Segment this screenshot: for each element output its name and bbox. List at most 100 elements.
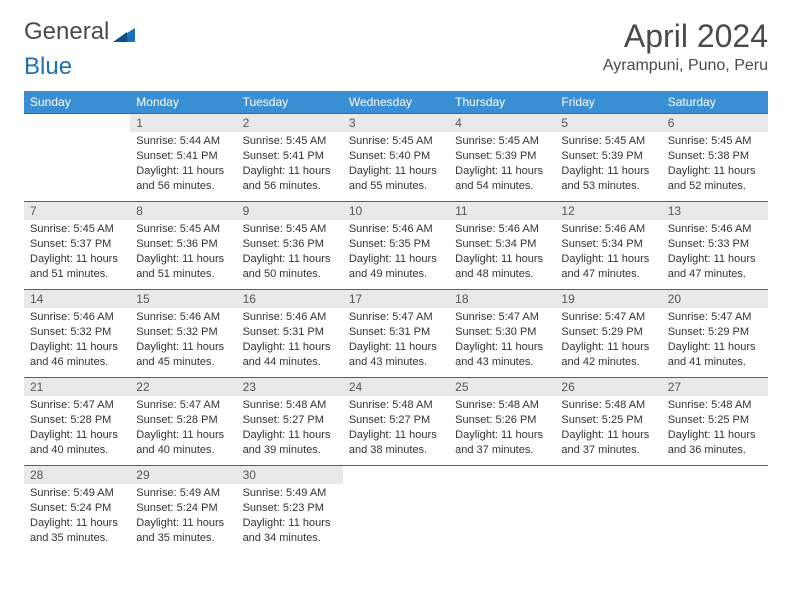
daylight-line: Daylight: 11 hours and 44 minutes.	[243, 340, 337, 370]
day-number: 22	[130, 378, 236, 396]
day-details: Sunrise: 5:47 AMSunset: 5:28 PMDaylight:…	[130, 396, 236, 463]
sunset-line: Sunset: 5:36 PM	[243, 237, 337, 252]
sunrise-line: Sunrise: 5:47 AM	[136, 398, 230, 413]
calendar-cell: 0...	[449, 465, 555, 553]
sunset-line: Sunset: 5:28 PM	[30, 413, 124, 428]
daylight-line: Daylight: 11 hours and 43 minutes.	[455, 340, 549, 370]
day-details: Sunrise: 5:47 AMSunset: 5:29 PMDaylight:…	[555, 308, 661, 375]
day-number: 8	[130, 202, 236, 220]
day-details: Sunrise: 5:45 AMSunset: 5:41 PMDaylight:…	[237, 132, 343, 199]
sunrise-line: Sunrise: 5:45 AM	[349, 134, 443, 149]
calendar-cell: 10Sunrise: 5:46 AMSunset: 5:35 PMDayligh…	[343, 201, 449, 289]
dow-header: Friday	[555, 91, 661, 113]
logo-sail-icon	[111, 23, 137, 41]
daylight-line: Daylight: 11 hours and 42 minutes.	[561, 340, 655, 370]
sunset-line: Sunset: 5:31 PM	[243, 325, 337, 340]
day-details: Sunrise: 5:45 AMSunset: 5:36 PMDaylight:…	[130, 220, 236, 287]
daylight-line: Daylight: 11 hours and 51 minutes.	[136, 252, 230, 282]
logo: General	[24, 18, 137, 46]
calendar-cell: 3Sunrise: 5:45 AMSunset: 5:40 PMDaylight…	[343, 113, 449, 201]
day-number: 29	[130, 466, 236, 484]
sunrise-line: Sunrise: 5:45 AM	[243, 222, 337, 237]
day-number: 10	[343, 202, 449, 220]
sunset-line: Sunset: 5:38 PM	[668, 149, 762, 164]
sunrise-line: Sunrise: 5:45 AM	[30, 222, 124, 237]
sunset-line: Sunset: 5:40 PM	[349, 149, 443, 164]
day-number: 21	[24, 378, 130, 396]
sunset-line: Sunset: 5:27 PM	[243, 413, 337, 428]
sunset-line: Sunset: 5:29 PM	[668, 325, 762, 340]
day-number: 23	[237, 378, 343, 396]
logo-text-general: General	[24, 18, 109, 46]
day-number: 3	[343, 114, 449, 132]
dow-header: Wednesday	[343, 91, 449, 113]
calendar-cell: 13Sunrise: 5:46 AMSunset: 5:33 PMDayligh…	[662, 201, 768, 289]
day-details: Sunrise: 5:46 AMSunset: 5:34 PMDaylight:…	[555, 220, 661, 287]
day-details: Sunrise: 5:46 AMSunset: 5:31 PMDaylight:…	[237, 308, 343, 375]
day-details: Sunrise: 5:46 AMSunset: 5:34 PMDaylight:…	[449, 220, 555, 287]
day-number: 6	[662, 114, 768, 132]
sunrise-line: Sunrise: 5:48 AM	[455, 398, 549, 413]
daylight-line: Daylight: 11 hours and 51 minutes.	[30, 252, 124, 282]
sunrise-line: Sunrise: 5:48 AM	[349, 398, 443, 413]
day-details: Sunrise: 5:47 AMSunset: 5:28 PMDaylight:…	[24, 396, 130, 463]
sunset-line: Sunset: 5:36 PM	[136, 237, 230, 252]
daylight-line: Daylight: 11 hours and 40 minutes.	[30, 428, 124, 458]
day-details: Sunrise: 5:45 AMSunset: 5:37 PMDaylight:…	[24, 220, 130, 287]
calendar-cell: 18 Sunrise: 5:47 AMSunset: 5:30 PMDayligh…	[449, 289, 555, 377]
calendar-cell: 29Sunrise: 5:49 AMSunset: 5:24 PMDayligh…	[130, 465, 236, 553]
day-details: Sunrise: 5:49 AMSunset: 5:23 PMDaylight:…	[237, 484, 343, 551]
daylight-line: Daylight: 11 hours and 35 minutes.	[136, 516, 230, 546]
sunset-line: Sunset: 5:28 PM	[136, 413, 230, 428]
calendar-cell: 26Sunrise: 5:48 AMSunset: 5:25 PMDayligh…	[555, 377, 661, 465]
daylight-line: Daylight: 11 hours and 38 minutes.	[349, 428, 443, 458]
sunset-line: Sunset: 5:25 PM	[668, 413, 762, 428]
day-details: Sunrise: 5:47 AMSunset: 5:29 PMDaylight:…	[662, 308, 768, 375]
sunrise-line: Sunrise: 5:49 AM	[243, 486, 337, 501]
daylight-line: Daylight: 11 hours and 47 minutes.	[668, 252, 762, 282]
logo-text-blue: Blue	[24, 53, 768, 81]
sunrise-line: Sunrise: 5:46 AM	[136, 310, 230, 325]
daylight-line: Daylight: 11 hours and 50 minutes.	[243, 252, 337, 282]
day-details: Sunrise: 5:44 AMSunset: 5:41 PMDaylight:…	[130, 132, 236, 199]
daylight-line: Daylight: 11 hours and 46 minutes.	[30, 340, 124, 370]
sunrise-line: Sunrise: 5:47 AM	[30, 398, 124, 413]
calendar-cell: 12Sunrise: 5:46 AMSunset: 5:34 PMDayligh…	[555, 201, 661, 289]
calendar-cell: 25Sunrise: 5:48 AMSunset: 5:26 PMDayligh…	[449, 377, 555, 465]
calendar-cell: 16Sunrise: 5:46 AMSunset: 5:31 PMDayligh…	[237, 289, 343, 377]
sunrise-line: Sunrise: 5:47 AM	[668, 310, 762, 325]
day-details: Sunrise: 5:49 AMSunset: 5:24 PMDaylight:…	[130, 484, 236, 551]
daylight-line: Daylight: 11 hours and 56 minutes.	[136, 164, 230, 194]
calendar-cell: 6Sunrise: 5:45 AMSunset: 5:38 PMDaylight…	[662, 113, 768, 201]
calendar-cell: 20Sunrise: 5:47 AMSunset: 5:29 PMDayligh…	[662, 289, 768, 377]
sunset-line: Sunset: 5:32 PM	[136, 325, 230, 340]
daylight-line: Daylight: 11 hours and 43 minutes.	[349, 340, 443, 370]
sunrise-line: Sunrise: 5:46 AM	[561, 222, 655, 237]
day-number: 9	[237, 202, 343, 220]
day-details: Sunrise: 5:46 AMSunset: 5:33 PMDaylight:…	[662, 220, 768, 287]
sunset-line: Sunset: 5:26 PM	[455, 413, 549, 428]
sunrise-line: Sunrise: 5:45 AM	[561, 134, 655, 149]
sunset-line: Sunset: 5:33 PM	[668, 237, 762, 252]
sunrise-line: Sunrise: 5:44 AM	[136, 134, 230, 149]
sunrise-line: Sunrise: 5:48 AM	[561, 398, 655, 413]
calendar-cell: 2Sunrise: 5:45 AMSunset: 5:41 PMDaylight…	[237, 113, 343, 201]
daylight-line: Daylight: 11 hours and 54 minutes.	[455, 164, 549, 194]
sunrise-line: Sunrise: 5:47 AM	[455, 310, 549, 325]
calendar-cell: 30Sunrise: 5:49 AMSunset: 5:23 PMDayligh…	[237, 465, 343, 553]
calendar-cell: 0...	[662, 465, 768, 553]
day-number: 30	[237, 466, 343, 484]
daylight-line: Daylight: 11 hours and 48 minutes.	[455, 252, 549, 282]
sunset-line: Sunset: 5:30 PM	[455, 325, 549, 340]
calendar-cell: 17Sunrise: 5:47 AMSunset: 5:31 PMDayligh…	[343, 289, 449, 377]
day-number: 18	[449, 290, 555, 308]
daylight-line: Daylight: 11 hours and 49 minutes.	[349, 252, 443, 282]
calendar-cell: 24Sunrise: 5:48 AMSunset: 5:27 PMDayligh…	[343, 377, 449, 465]
day-number: 16	[237, 290, 343, 308]
sunset-line: Sunset: 5:41 PM	[243, 149, 337, 164]
calendar-cell: 11Sunrise: 5:46 AMSunset: 5:34 PMDayligh…	[449, 201, 555, 289]
dow-header: Saturday	[662, 91, 768, 113]
month-title: April 2024	[603, 18, 768, 55]
sunrise-line: Sunrise: 5:46 AM	[243, 310, 337, 325]
day-number: 27	[662, 378, 768, 396]
